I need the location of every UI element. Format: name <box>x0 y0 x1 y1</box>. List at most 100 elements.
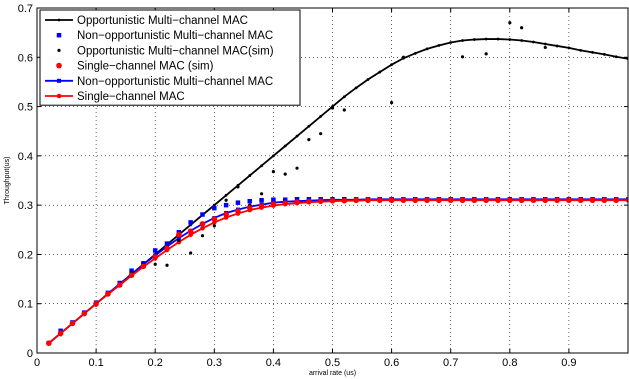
data-point <box>542 197 549 204</box>
data-point <box>259 192 264 196</box>
data-point <box>271 170 275 174</box>
y-tick-label: 0.3 <box>18 200 33 212</box>
data-point <box>128 272 135 278</box>
data-point <box>317 198 324 204</box>
x-tick-label: 0.1 <box>88 357 103 369</box>
data-point <box>200 234 205 238</box>
data-point <box>484 37 488 41</box>
x-tick-label: 0.8 <box>502 357 517 369</box>
data-point <box>376 197 383 204</box>
data-point <box>248 174 252 177</box>
y-axis-label: Throughput(us) <box>4 157 11 205</box>
data-point <box>283 144 287 148</box>
data-point <box>447 197 454 204</box>
data-point <box>224 193 228 197</box>
data-point <box>424 197 430 204</box>
data-point <box>401 55 406 59</box>
axis-ticks: 0 0.1 0.2 0.3 0.4 0.5 0.6 0.7 0.8 0.9 0 0.1 0.2 0.3 0.… <box>18 3 628 369</box>
data-point <box>93 300 99 307</box>
data-point <box>613 197 619 204</box>
data-point <box>577 197 584 204</box>
x-tick-label: 0.5 <box>325 357 340 369</box>
data-point <box>236 185 240 189</box>
data-point <box>602 52 606 56</box>
data-point <box>212 224 216 228</box>
data-point <box>567 46 571 50</box>
legend-item: Single−channel MAC (sim) <box>56 61 214 73</box>
data-point <box>165 263 169 267</box>
data-point <box>589 197 596 204</box>
data-point <box>294 196 300 202</box>
data-point <box>366 78 370 81</box>
data-point <box>223 202 229 208</box>
legend-label: Opportunistic Multi−channel MAC(sim) <box>77 45 274 57</box>
legend-item: Opportunistic Multi−channel MAC(sim) <box>57 45 274 57</box>
legend-marker <box>57 78 61 83</box>
data-point <box>449 41 453 44</box>
data-point <box>152 248 158 253</box>
data-point <box>436 197 442 204</box>
data-point <box>329 197 336 204</box>
data-point <box>518 197 525 204</box>
data-point <box>520 26 524 30</box>
data-point <box>319 115 323 118</box>
data-point <box>105 291 111 297</box>
data-point <box>152 254 158 260</box>
y-tick-label: 0.4 <box>18 151 33 163</box>
data-point <box>342 95 346 99</box>
series-3 <box>46 197 619 346</box>
x-tick-label: 0.2 <box>148 357 163 369</box>
data-point <box>471 197 478 204</box>
legend-marker <box>56 93 62 99</box>
x-tick-label: 0.9 <box>561 357 576 369</box>
legend-label: Single−channel MAC (sim) <box>77 61 214 73</box>
legend-item: Opportunistic Multi−channel MAC <box>45 15 248 27</box>
data-point <box>153 262 157 266</box>
data-point <box>189 251 193 255</box>
data-point <box>164 245 170 252</box>
data-point <box>341 197 348 204</box>
data-point <box>224 198 228 202</box>
data-point <box>295 166 299 170</box>
data-point <box>520 39 524 42</box>
data-point <box>353 197 359 204</box>
data-point <box>472 38 476 41</box>
data-point <box>116 282 123 288</box>
data-point <box>140 263 147 270</box>
data-point <box>378 70 382 74</box>
data-point <box>69 320 76 327</box>
legend-box <box>39 9 301 106</box>
data-point <box>330 106 335 110</box>
data-point <box>246 205 253 211</box>
data-point <box>306 198 312 205</box>
data-point <box>319 132 323 136</box>
data-point <box>200 212 205 217</box>
x-tick-label: 0.3 <box>207 357 222 369</box>
data-point <box>412 197 419 204</box>
legend-label: Single−channel MAC <box>77 91 185 103</box>
y-tick-label: 0.7 <box>18 3 33 15</box>
data-point <box>543 42 547 46</box>
data-point <box>295 134 299 138</box>
data-point <box>176 231 182 238</box>
data-point <box>614 55 618 59</box>
data-point <box>283 172 287 176</box>
data-point <box>270 201 277 207</box>
data-point <box>365 197 371 204</box>
data-point <box>354 86 358 90</box>
data-point <box>212 203 216 207</box>
legend-marker <box>57 18 61 22</box>
legend-label: Opportunistic Multi−channel MAC <box>77 15 248 27</box>
data-point <box>459 197 466 204</box>
data-point <box>176 236 181 241</box>
y-tick-label: 0.5 <box>18 102 33 114</box>
data-point <box>543 45 547 50</box>
data-point <box>282 197 288 202</box>
data-point <box>591 50 594 54</box>
data-point <box>532 40 535 44</box>
data-point <box>212 205 217 211</box>
data-point <box>199 221 206 227</box>
data-point <box>164 241 170 246</box>
data-point <box>307 124 311 128</box>
